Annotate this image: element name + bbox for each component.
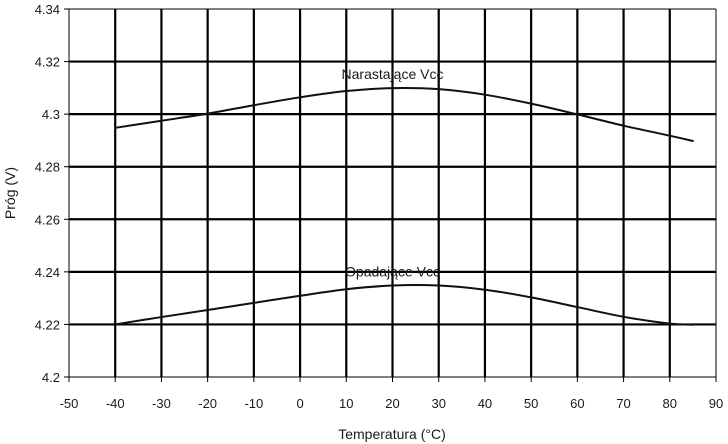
- series-label-opadajace-vcc: Opadające Vcc: [345, 264, 440, 280]
- x-tick-label: 60: [570, 396, 584, 411]
- series-labels: Narastające Vcc Opadające Vcc: [342, 66, 444, 279]
- series-layer: [114, 87, 694, 326]
- x-tick-label: -40: [106, 396, 125, 411]
- x-tick-label: -20: [198, 396, 217, 411]
- y-tick-label: 4.3: [42, 107, 60, 122]
- x-tick-label: 20: [385, 396, 399, 411]
- x-tick-label: -10: [244, 396, 263, 411]
- x-tick-label: 50: [524, 396, 538, 411]
- y-tick-label: 4.34: [35, 2, 60, 17]
- x-tick-label: -30: [152, 396, 171, 411]
- y-tick-label: 4.26: [35, 212, 60, 227]
- x-tick-label: 10: [339, 396, 353, 411]
- series-label-narastajace-vcc: Narastające Vcc: [342, 66, 444, 82]
- plot-area: [64, 8, 717, 382]
- x-axis-title: Temperatura (°C): [338, 426, 446, 442]
- y-axis-ticks: 4.2 4.22 4.24 4.26 4.28 4.3 4.32 4.34: [35, 2, 60, 385]
- x-tick-label: 90: [709, 396, 723, 411]
- series-line-narastajace-vcc: [114, 87, 694, 142]
- series-line-opadajace-vcc: [114, 284, 694, 326]
- y-tick-label: 4.28: [35, 160, 60, 175]
- x-tick-label: -50: [60, 396, 79, 411]
- y-tick-label: 4.24: [35, 265, 60, 280]
- x-tick-label: 0: [296, 396, 303, 411]
- x-tick-label: 30: [431, 396, 445, 411]
- x-tick-label: 40: [478, 396, 492, 411]
- chart-grid: [69, 9, 716, 377]
- x-tick-label: 70: [616, 396, 630, 411]
- y-tick-label: 4.32: [35, 55, 60, 70]
- y-tick-label: 4.2: [42, 370, 60, 385]
- y-tick-label: 4.22: [35, 317, 60, 332]
- x-axis-ticks: -50 -40 -30 -20 -10 0 10 20 30 40 50 60 70 80 90: [60, 396, 724, 411]
- x-tick-label: 80: [663, 396, 677, 411]
- y-axis-title: Próg (V): [2, 167, 18, 219]
